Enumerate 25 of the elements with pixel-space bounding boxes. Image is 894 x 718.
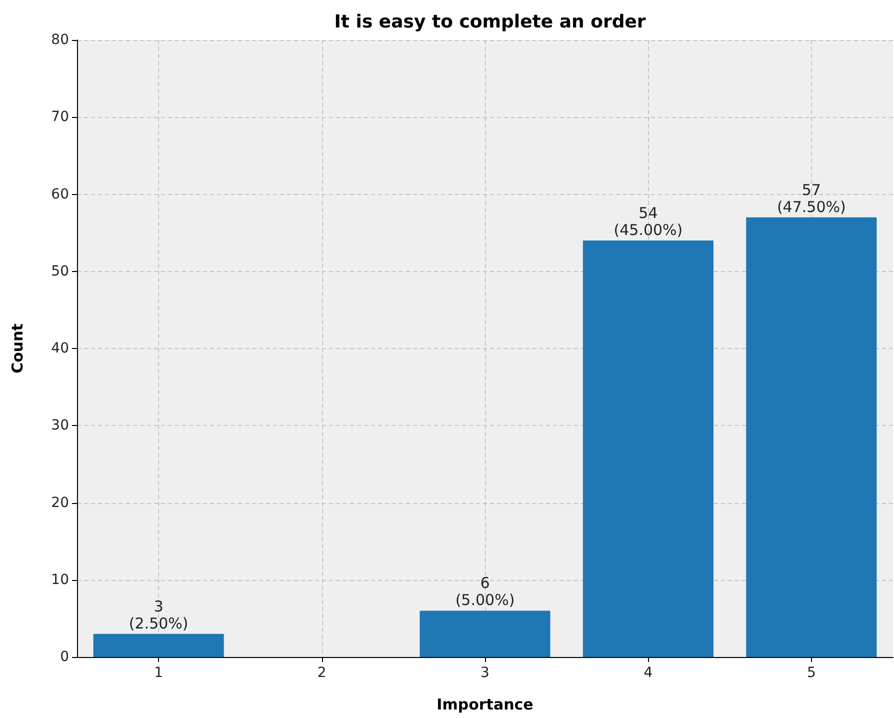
data-label: 57 (47.50%) <box>776 180 846 216</box>
y-tick-label: 20 <box>51 494 69 511</box>
bar <box>420 610 550 657</box>
x-tick-label: 3 <box>480 665 490 681</box>
y-tick-label: 0 <box>60 649 69 665</box>
x-axis-title: Importance <box>436 696 534 714</box>
x-tick-label: 2 <box>317 665 326 681</box>
y-tick-label: 40 <box>51 340 69 356</box>
bar <box>93 634 224 657</box>
data-label: 54 (45.00%) <box>614 204 683 240</box>
y-tick-label: 60 <box>51 186 69 202</box>
y-tick-label: 10 <box>51 572 69 588</box>
y-axis-title: Count <box>8 324 26 374</box>
y-tick-label: 80 <box>51 32 69 48</box>
y-tick-label: 70 <box>51 109 69 126</box>
y-tick-label: 50 <box>51 263 69 280</box>
x-tick-label: 5 <box>806 665 816 681</box>
data-label: 3 (2.50%) <box>128 597 188 632</box>
x-tick-label: 1 <box>154 665 164 681</box>
bar <box>746 217 877 657</box>
bar <box>582 240 714 657</box>
y-tick-label: 30 <box>51 418 69 434</box>
data-label: 6 (5.00%) <box>455 574 515 610</box>
x-tick-label: 4 <box>644 665 653 681</box>
chart-title: It is easy to complete an order <box>334 12 646 32</box>
